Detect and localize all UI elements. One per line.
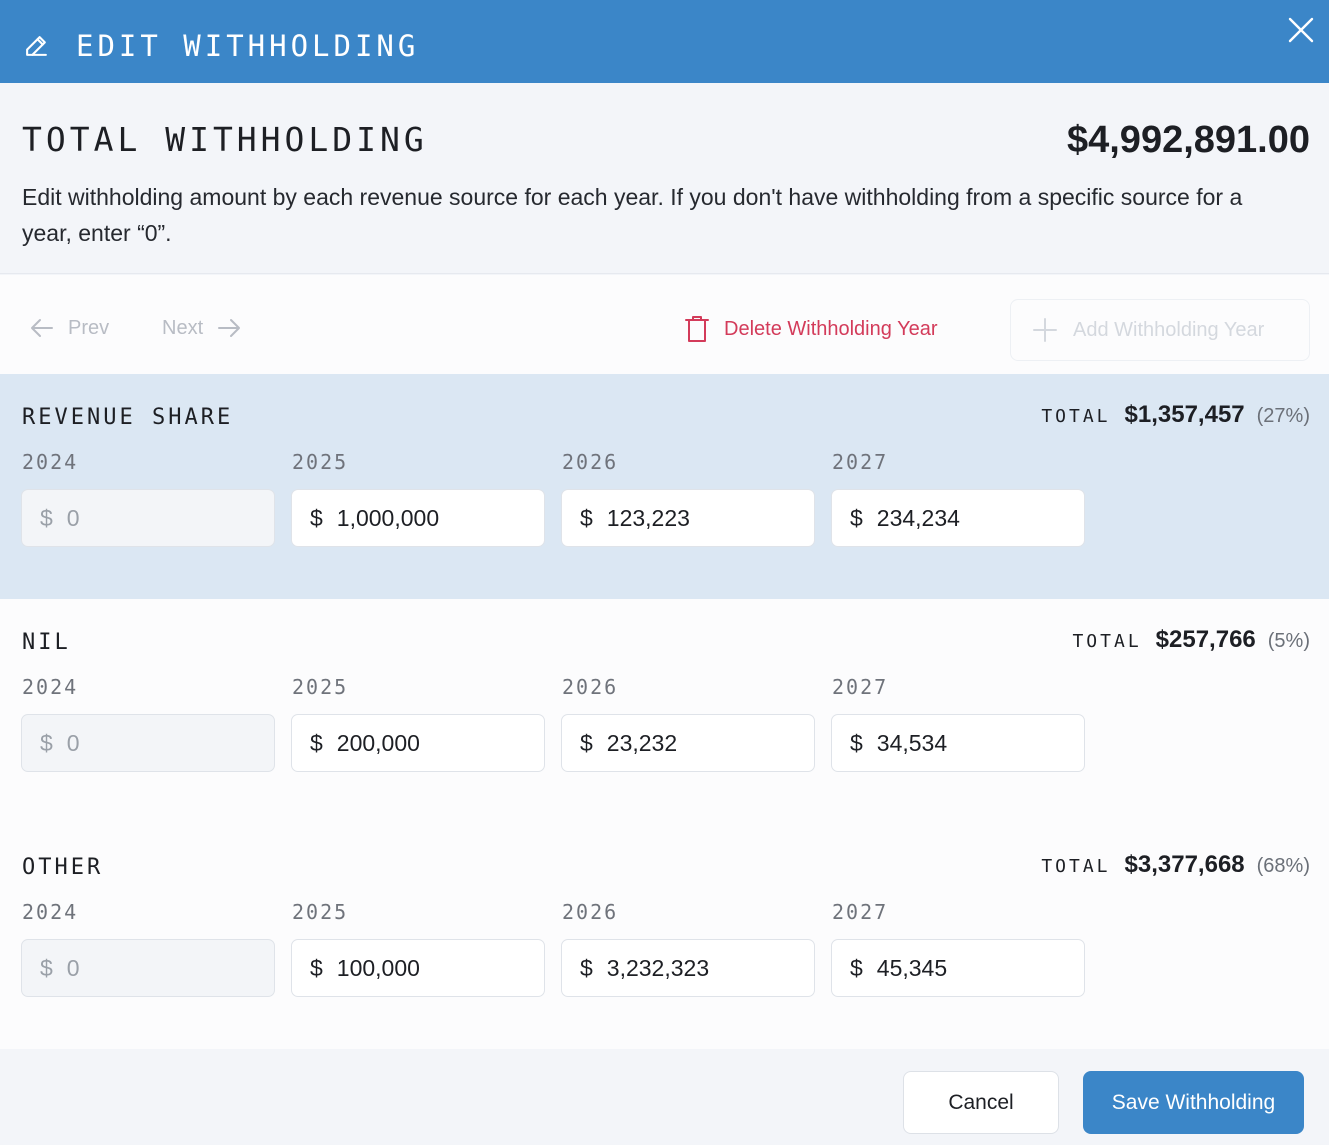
modal-header: EDIT WITHHOLDING — [0, 0, 1329, 83]
add-year-button[interactable]: Add Withholding Year — [1010, 299, 1310, 361]
total-percent: (68%) — [1256, 855, 1310, 877]
section-title: NIL — [22, 630, 71, 655]
currency-symbol: $ — [40, 729, 53, 756]
amount-field-2024[interactable]: $ — [21, 489, 275, 547]
section-total: TOTAL $3,377,668 (68%) — [1041, 851, 1310, 879]
section-title: REVENUE SHARE — [22, 405, 234, 430]
pencil-icon — [26, 36, 47, 56]
year-label: 2026 — [562, 450, 619, 474]
plus-icon — [1033, 318, 1057, 342]
currency-symbol: $ — [310, 729, 323, 756]
year-label: 2027 — [832, 675, 889, 699]
amount-input[interactable] — [66, 504, 247, 532]
next-button[interactable]: Next — [162, 315, 241, 341]
currency-symbol: $ — [310, 504, 323, 531]
currency-symbol: $ — [580, 729, 593, 756]
currency-symbol: $ — [850, 504, 863, 531]
currency-symbol: $ — [850, 729, 863, 756]
total-withholding-label: TOTAL WITHHOLDING — [22, 120, 428, 159]
amount-field-2025[interactable]: $ — [291, 489, 545, 547]
save-withholding-button[interactable]: Save Withholding — [1083, 1071, 1304, 1134]
delete-year-button[interactable]: Delete Withholding Year — [684, 315, 937, 343]
amount-input[interactable] — [66, 729, 247, 757]
amount-input[interactable] — [336, 729, 517, 757]
amount-field-2024[interactable]: $ — [21, 939, 275, 997]
section-revenue-share: REVENUE SHARE TOTAL $1,357,457 (27%) 202… — [0, 374, 1329, 599]
modal-footer: Cancel Save Withholding — [0, 1049, 1329, 1145]
year-label: 2024 — [22, 450, 79, 474]
cancel-button[interactable]: Cancel — [903, 1071, 1059, 1134]
amount-input[interactable] — [606, 504, 787, 532]
year-label: 2024 — [22, 900, 79, 924]
close-icon[interactable] — [1287, 16, 1315, 44]
amount-field-2026[interactable]: $ — [561, 939, 815, 997]
total-value: $1,357,457 — [1124, 401, 1245, 428]
amount-input[interactable] — [336, 504, 517, 532]
amount-field-2027[interactable]: $ — [831, 489, 1085, 547]
year-label: 2025 — [292, 450, 349, 474]
currency-symbol: $ — [40, 504, 53, 531]
total-percent: (5%) — [1267, 630, 1310, 652]
amount-input[interactable] — [336, 954, 517, 982]
modal-title: EDIT WITHHOLDING — [76, 29, 420, 63]
amount-field-2026[interactable]: $ — [561, 489, 815, 547]
prev-button[interactable]: Prev — [30, 315, 109, 341]
currency-symbol: $ — [310, 954, 323, 981]
currency-symbol: $ — [40, 954, 53, 981]
amount-field-2025[interactable]: $ — [291, 939, 545, 997]
amount-input[interactable] — [606, 729, 787, 757]
year-label: 2026 — [562, 900, 619, 924]
year-label: 2027 — [832, 900, 889, 924]
section-title: OTHER — [22, 855, 104, 880]
prev-label: Prev — [68, 317, 110, 339]
arrow-right-icon — [218, 319, 241, 337]
withholding-summary: TOTAL WITHHOLDING $4,992,891.00 Edit wit… — [0, 83, 1329, 274]
year-label: 2026 — [562, 675, 619, 699]
amount-field-2026[interactable]: $ — [561, 714, 815, 772]
year-label: 2025 — [292, 675, 349, 699]
currency-symbol: $ — [850, 954, 863, 981]
amount-field-2027[interactable]: $ — [831, 714, 1085, 772]
amount-input[interactable] — [66, 954, 247, 982]
amount-input[interactable] — [876, 729, 1057, 757]
section-other: OTHER TOTAL $3,377,668 (68%) 2024 2025 2… — [0, 824, 1329, 1049]
instructions-text: Edit withholding amount by each revenue … — [22, 184, 1243, 246]
total-label: TOTAL — [1041, 406, 1111, 427]
section-total: TOTAL $257,766 (5%) — [1072, 626, 1310, 654]
total-percent: (27%) — [1256, 405, 1310, 427]
amount-input[interactable] — [876, 504, 1057, 532]
section-nil: NIL TOTAL $257,766 (5%) 2024 2025 2026 2… — [0, 599, 1329, 824]
year-label: 2027 — [832, 450, 889, 474]
amount-input[interactable] — [606, 954, 787, 982]
year-toolbar: Prev Next Delete Withholding Year Add Wi… — [0, 275, 1329, 374]
currency-symbol: $ — [580, 504, 593, 531]
year-label: 2024 — [22, 675, 79, 699]
arrow-left-icon — [31, 319, 53, 337]
delete-year-label: Delete Withholding Year — [724, 318, 938, 340]
total-value: $257,766 — [1155, 626, 1256, 653]
amount-input[interactable] — [876, 954, 1057, 982]
amount-field-2027[interactable]: $ — [831, 939, 1085, 997]
total-label: TOTAL — [1041, 856, 1111, 877]
total-label: TOTAL — [1072, 631, 1142, 652]
amount-field-2025[interactable]: $ — [291, 714, 545, 772]
currency-symbol: $ — [580, 954, 593, 981]
amount-field-2024[interactable]: $ — [21, 714, 275, 772]
next-label: Next — [162, 317, 204, 339]
add-year-label: Add Withholding Year — [1073, 318, 1265, 341]
trash-icon — [685, 316, 709, 342]
section-total: TOTAL $1,357,457 (27%) — [1041, 401, 1310, 429]
total-withholding-amount: $4,992,891.00 — [1066, 119, 1310, 161]
total-value: $3,377,668 — [1124, 851, 1245, 878]
year-label: 2025 — [292, 900, 349, 924]
